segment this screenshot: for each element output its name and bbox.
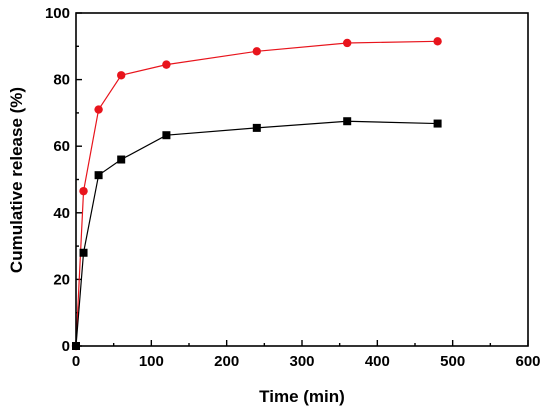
plot-frame <box>75 12 529 347</box>
x-tick-label: 200 <box>214 353 239 370</box>
data-point-series-0 <box>117 71 126 80</box>
y-tick-label: 80 <box>53 72 70 89</box>
y-tick-label: 100 <box>45 5 70 22</box>
x-axis-title: Time (min) <box>259 387 345 406</box>
data-point-series-0 <box>433 37 442 46</box>
data-point-series-1 <box>252 123 261 132</box>
y-tick-label: 20 <box>53 271 70 288</box>
data-point-series-1 <box>117 155 126 164</box>
x-tick-label: 400 <box>365 353 390 370</box>
y-tick-label: 60 <box>53 138 70 155</box>
y-tick-label: 40 <box>53 205 70 222</box>
x-tick-label: 300 <box>289 353 314 370</box>
data-point-series-0 <box>162 60 171 69</box>
x-tick-label: 0 <box>72 353 80 370</box>
data-point-series-1 <box>79 248 88 257</box>
data-point-series-1 <box>162 131 171 140</box>
y-tick-label: 0 <box>62 338 70 355</box>
x-tick-label: 100 <box>139 353 164 370</box>
data-point-series-1 <box>94 171 103 180</box>
series-line-0 <box>75 40 438 347</box>
data-point-series-1 <box>433 119 442 128</box>
series-layer <box>71 37 442 351</box>
series-line-1 <box>75 120 438 347</box>
x-tick-label: 500 <box>440 353 465 370</box>
data-point-series-1 <box>343 117 352 126</box>
y-axis-title: Cumulative release (%) <box>7 87 26 273</box>
data-point-series-0 <box>94 105 103 114</box>
x-tick-label: 600 <box>515 353 540 370</box>
data-point-series-0 <box>79 186 88 196</box>
data-point-series-0 <box>343 38 352 48</box>
tick-group: 0 100 200 300 400 500 600 0 20 40 60 80 100 <box>45 5 541 370</box>
data-point-series-0 <box>252 47 261 56</box>
